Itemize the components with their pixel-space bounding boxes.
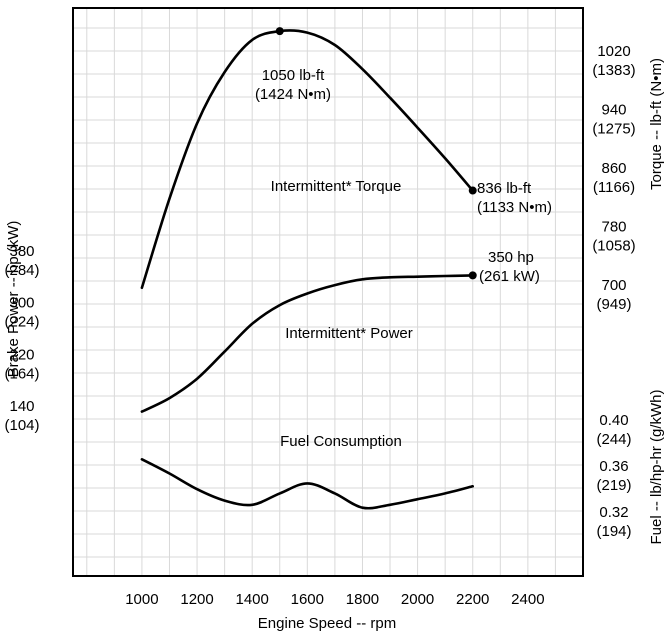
series-group bbox=[140, 27, 477, 510]
right-fuel-tick-label: (219) bbox=[596, 477, 631, 494]
x-tick-label: 1200 bbox=[180, 591, 213, 608]
right-torque-tick-label: 780 bbox=[601, 219, 626, 236]
x-tick-label: 2400 bbox=[511, 591, 544, 608]
x-tick-label: 1800 bbox=[346, 591, 379, 608]
curve-marker bbox=[468, 186, 477, 195]
rated-power-annotation-line1: 350 hp bbox=[488, 249, 534, 266]
right-fuel-tick-label: (194) bbox=[596, 523, 631, 540]
x-axis-label: Engine Speed -- rpm bbox=[258, 615, 396, 632]
peak-torque-annotation-line1: 1050 lb-ft bbox=[262, 67, 325, 84]
label-group: Intermittent* Torque Intermittent* Power… bbox=[5, 58, 665, 632]
x-tick-label: 2200 bbox=[456, 591, 489, 608]
right-torque-tick-label: (949) bbox=[596, 296, 631, 313]
left-axis-label: Brake Power -- hp (kW) bbox=[5, 221, 22, 378]
plot-frame bbox=[72, 7, 584, 577]
left-tick-label: 220 bbox=[9, 346, 34, 363]
right-fuel-tick-label: 0.32 bbox=[599, 504, 628, 521]
tick-label-group: 1000 1200 1400 1600 1800 2000 2200 2400 380 (284)… bbox=[4, 43, 635, 608]
x-tick-label: 1600 bbox=[291, 591, 324, 608]
x-tick-label: 1000 bbox=[125, 591, 158, 608]
rated-torque-annotation-line1: 836 lb-ft bbox=[477, 180, 532, 197]
left-tick-label: (224) bbox=[4, 314, 39, 331]
left-tick-label: (164) bbox=[4, 365, 39, 382]
right-fuel-tick-label: 0.40 bbox=[599, 412, 628, 429]
x-tick-label: 2000 bbox=[401, 591, 434, 608]
curve-marker bbox=[468, 271, 477, 280]
power-series-label: Intermittent* Power bbox=[285, 325, 413, 342]
right-torque-tick-label: (1058) bbox=[592, 238, 635, 255]
left-tick-label: 140 bbox=[9, 398, 34, 415]
right-torque-tick-label: (1383) bbox=[592, 62, 635, 79]
right-torque-tick-label: 1020 bbox=[597, 43, 630, 60]
right-torque-tick-label: 860 bbox=[601, 160, 626, 177]
right-fuel-tick-label: 0.36 bbox=[599, 458, 628, 475]
curve-marker bbox=[275, 27, 284, 36]
fuel-curve bbox=[140, 458, 474, 510]
right-torque-tick-label: (1275) bbox=[592, 121, 635, 138]
right-torque-axis-label: Torque -- lb-ft (N•m) bbox=[648, 58, 665, 190]
rated-power-annotation-line2: (261 kW) bbox=[479, 268, 540, 285]
rated-torque-annotation-line2: (1133 N•m) bbox=[477, 199, 552, 216]
left-tick-label: 300 bbox=[9, 295, 34, 312]
torque-series-label: Intermittent* Torque bbox=[271, 178, 402, 195]
right-fuel-tick-label: (244) bbox=[596, 431, 631, 448]
left-tick-label: (104) bbox=[4, 417, 39, 434]
grid bbox=[73, 8, 583, 576]
left-tick-label: 380 bbox=[9, 243, 34, 260]
right-torque-tick-label: 700 bbox=[601, 277, 626, 294]
peak-torque-annotation-line2: (1424 N•m) bbox=[255, 86, 331, 103]
torque-curve bbox=[140, 29, 474, 290]
left-tick-label: (284) bbox=[4, 262, 39, 279]
power-curve bbox=[140, 274, 474, 413]
x-tick-label: 1400 bbox=[236, 591, 269, 608]
right-torque-tick-label: 940 bbox=[601, 102, 626, 119]
right-torque-tick-label: (1166) bbox=[593, 179, 635, 196]
right-fuel-axis-label: Fuel -- lb/hp-hr (g/kWh) bbox=[648, 389, 665, 544]
fuel-series-label: Fuel Consumption bbox=[280, 433, 402, 450]
